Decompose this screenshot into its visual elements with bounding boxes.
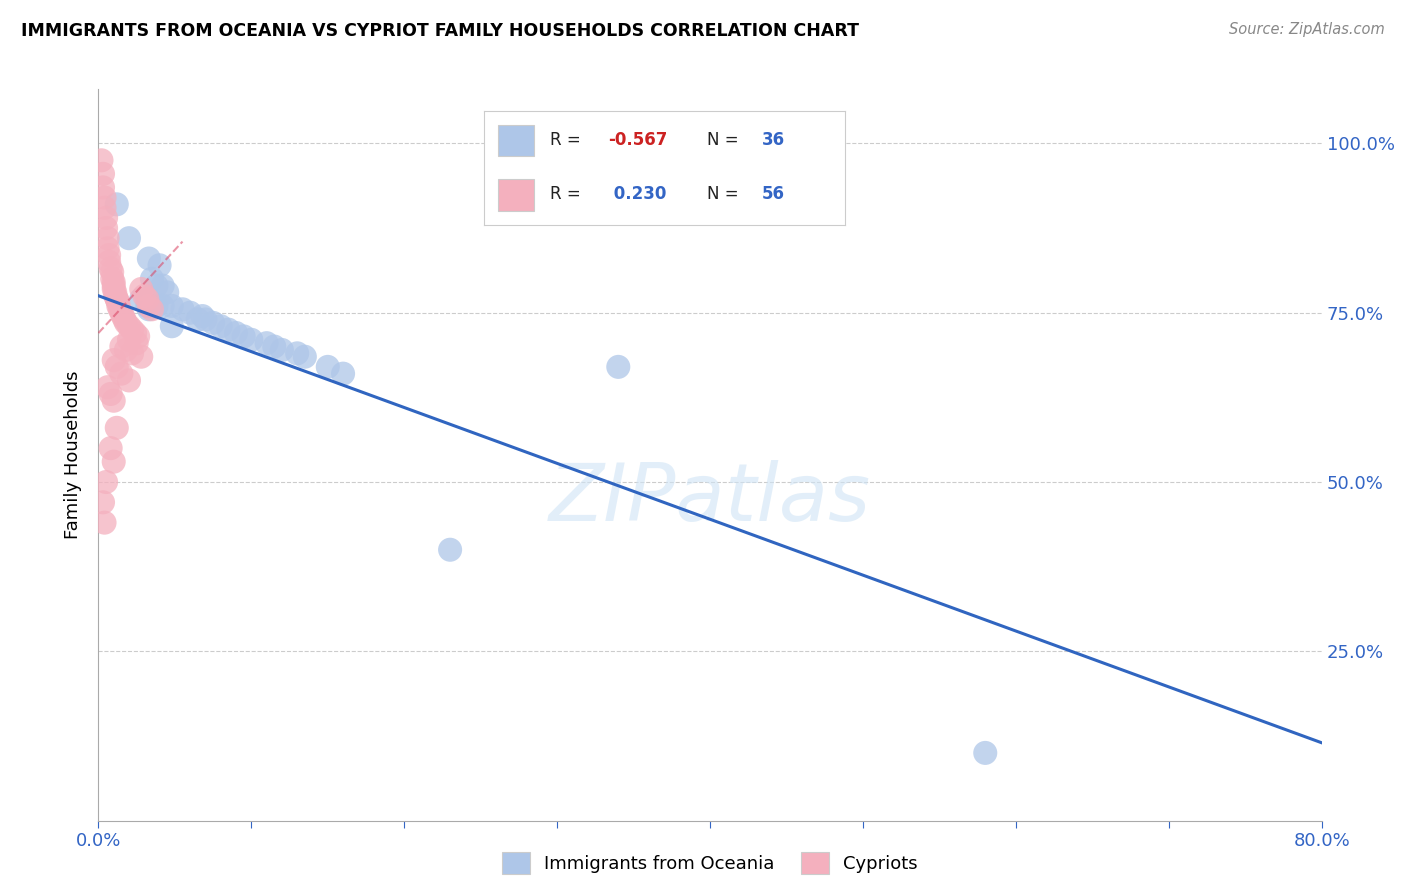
Point [134, 289, 156, 303]
Point [129, 350, 152, 364]
Point [93, 201, 115, 215]
Point [121, 346, 143, 360]
Point [111, 309, 134, 323]
Point [91, 495, 114, 509]
Point [103, 353, 125, 368]
Point [240, 333, 263, 347]
Point [118, 319, 141, 334]
Point [179, 306, 201, 320]
Point [149, 258, 172, 272]
Point [97, 380, 120, 394]
Point [202, 316, 225, 330]
Point [160, 319, 183, 334]
Point [152, 299, 174, 313]
Point [138, 299, 160, 313]
Point [118, 333, 141, 347]
Point [138, 302, 160, 317]
Point [232, 329, 254, 343]
Point [145, 299, 167, 313]
Point [93, 516, 115, 530]
Point [332, 367, 354, 381]
Point [125, 336, 148, 351]
Point [263, 340, 285, 354]
Point [101, 265, 124, 279]
Point [127, 329, 149, 343]
Point [145, 278, 167, 293]
Point [105, 197, 128, 211]
Point [194, 312, 217, 326]
Point [103, 278, 125, 293]
Point [141, 302, 163, 317]
Point [98, 248, 121, 262]
Point [172, 302, 194, 317]
Point [118, 373, 141, 387]
Point [285, 346, 308, 360]
Point [90, 153, 112, 168]
Point [439, 542, 461, 557]
Point [191, 309, 214, 323]
Point [124, 326, 146, 340]
Point [104, 285, 127, 300]
Point [100, 387, 122, 401]
Point [98, 255, 121, 269]
Point [141, 272, 163, 286]
Point [225, 326, 247, 340]
Point [270, 343, 292, 357]
Point [103, 275, 125, 289]
Point [103, 282, 125, 296]
Point [110, 367, 132, 381]
Point [103, 393, 125, 408]
Point [108, 302, 131, 317]
Point [115, 343, 138, 357]
Point [107, 295, 129, 310]
Point [121, 323, 143, 337]
Text: ZIPatlas: ZIPatlas [548, 459, 872, 538]
Point [112, 312, 135, 326]
Point [136, 299, 159, 313]
Text: IMMIGRANTS FROM OCEANIA VS CYPRIOT FAMILY HOUSEHOLDS CORRELATION CHART: IMMIGRANTS FROM OCEANIA VS CYPRIOT FAMIL… [21, 22, 859, 40]
Point [97, 231, 120, 245]
Point [187, 312, 209, 326]
Point [294, 350, 316, 364]
Point [100, 261, 122, 276]
Point [316, 359, 339, 374]
Point [97, 241, 120, 255]
Point [217, 323, 239, 337]
Point [105, 359, 128, 374]
Text: Source: ZipAtlas.com: Source: ZipAtlas.com [1229, 22, 1385, 37]
Point [129, 292, 152, 306]
Point [209, 319, 232, 334]
Point [94, 221, 117, 235]
Point [607, 359, 630, 374]
Point [110, 306, 132, 320]
Point [105, 292, 128, 306]
Point [118, 231, 141, 245]
Point [94, 211, 117, 225]
Point [110, 340, 132, 354]
Point [156, 285, 179, 300]
Point [93, 190, 115, 204]
Point [138, 252, 160, 266]
Point [103, 455, 125, 469]
Point [160, 299, 183, 313]
Point [256, 336, 278, 351]
Point [105, 421, 128, 435]
Point [91, 167, 114, 181]
Point [974, 746, 997, 760]
Point [129, 282, 152, 296]
Point [105, 292, 128, 306]
Point [136, 292, 159, 306]
Point [107, 299, 129, 313]
Point [152, 278, 174, 293]
Point [91, 180, 114, 194]
Point [94, 475, 117, 489]
Point [115, 316, 138, 330]
Point [101, 272, 124, 286]
Legend: Immigrants from Oceania, Cypriots: Immigrants from Oceania, Cypriots [495, 845, 925, 881]
Y-axis label: Family Households: Family Households [65, 371, 83, 539]
Point [100, 441, 122, 455]
Point [104, 289, 127, 303]
